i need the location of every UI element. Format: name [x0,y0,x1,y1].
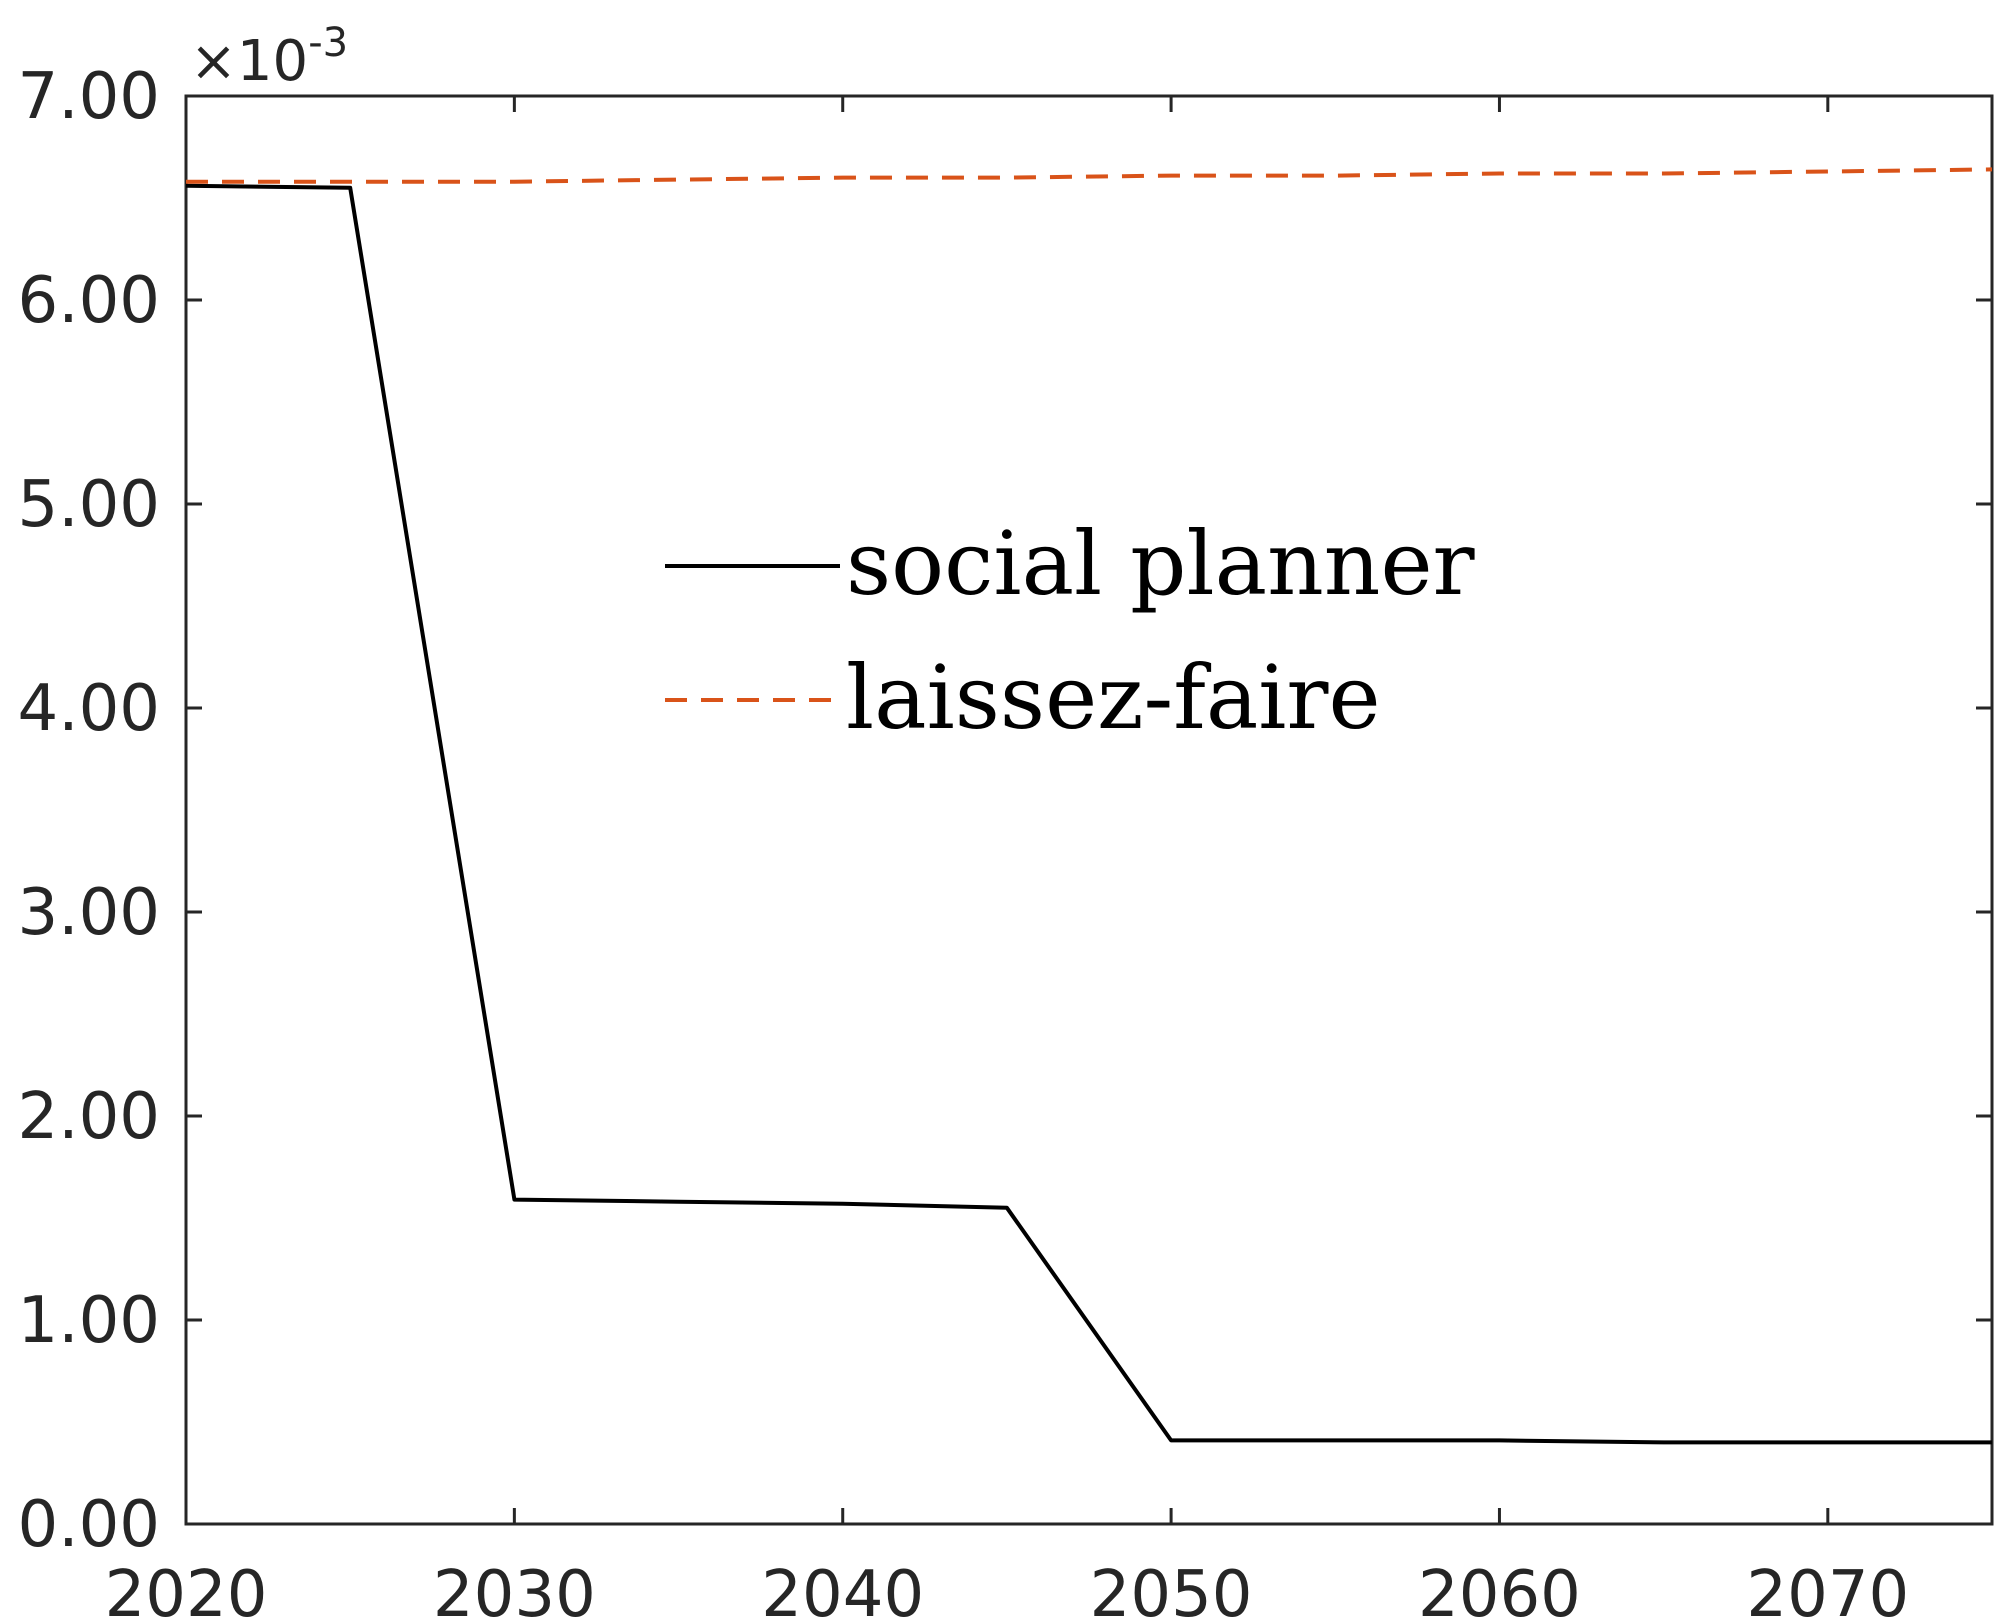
y-tick-label: 7.00 [18,60,161,134]
y-axis-tick-labels: 0.00 1.00 2.00 3.00 4.00 5.00 6.00 7.00 [18,60,161,1562]
plot-area [184,94,1994,1526]
series-layer [185,167,1993,1445]
series-line-1 [186,167,1993,184]
y-tick-label: 1.00 [18,1284,161,1358]
series-line-0 [185,183,1992,1445]
legend-label-social-planner: social planner [846,512,1476,615]
x-tick-label: 2050 [1090,1558,1253,1622]
x-tick-label: 2040 [761,1558,924,1622]
y-tick-label: 4.00 [18,672,161,746]
y-tick-label: 5.00 [18,468,161,542]
x-tick-label: 2060 [1418,1558,1581,1622]
y-exponent-base: ×10 [190,29,308,94]
y-tick-label: 6.00 [18,264,161,338]
legend: social planner laissez-faire [665,512,1476,749]
axis-ticks [184,94,1992,1526]
y-tick-label: 0.00 [18,1488,161,1562]
legend-label-laissez-faire: laissez-faire [846,646,1381,749]
plot-frame [184,94,1994,1526]
x-tick-label: 2070 [1746,1558,1909,1622]
y-exponent-power: -3 [308,20,348,66]
y-axis-exponent: ×10-3 [190,20,348,94]
x-axis-tick-labels: 2020 2030 2040 2050 2060 2070 [105,1558,1910,1622]
y-tick-label: 3.00 [18,876,161,950]
y-tick-label: 2.00 [18,1080,161,1154]
x-tick-label: 2020 [105,1558,268,1622]
x-tick-label: 2030 [433,1558,596,1622]
